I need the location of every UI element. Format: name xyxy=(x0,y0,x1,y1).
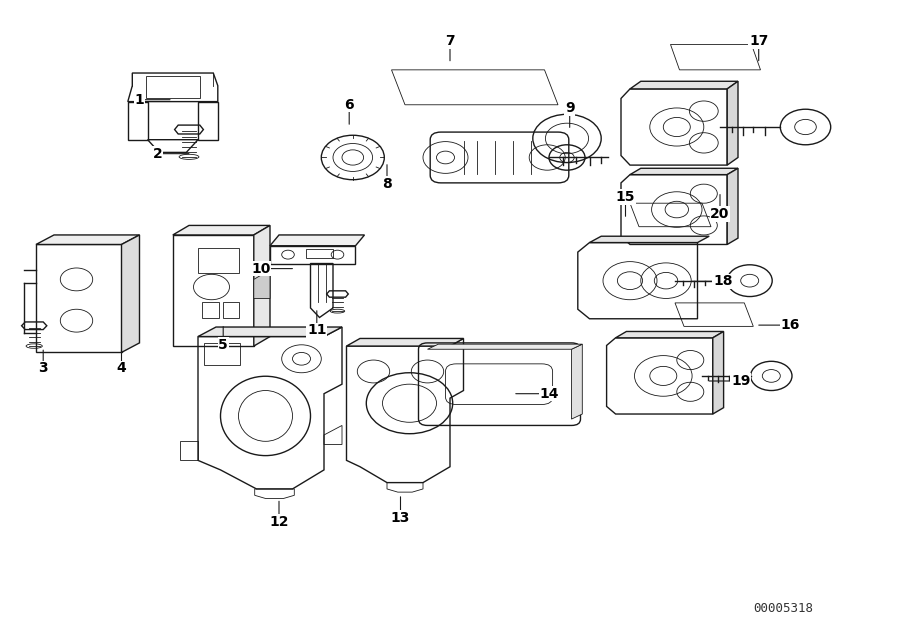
Text: 13: 13 xyxy=(391,511,410,525)
Text: 6: 6 xyxy=(345,98,354,112)
Text: 8: 8 xyxy=(382,177,392,191)
Polygon shape xyxy=(122,235,140,352)
Text: 3: 3 xyxy=(39,361,48,375)
Bar xyxy=(223,302,239,318)
Text: 9: 9 xyxy=(565,101,574,115)
Text: 10: 10 xyxy=(251,262,271,276)
Text: 1: 1 xyxy=(135,93,144,107)
Text: 14: 14 xyxy=(539,387,559,401)
Bar xyxy=(198,248,238,273)
Text: 12: 12 xyxy=(269,515,289,529)
Polygon shape xyxy=(727,168,738,244)
Bar xyxy=(146,76,200,98)
Polygon shape xyxy=(727,81,738,165)
Bar xyxy=(306,249,333,258)
Text: 19: 19 xyxy=(731,374,751,388)
Polygon shape xyxy=(572,344,582,419)
Text: 17: 17 xyxy=(749,34,769,48)
Polygon shape xyxy=(254,225,270,346)
Text: 15: 15 xyxy=(616,190,635,204)
Polygon shape xyxy=(428,344,582,349)
Polygon shape xyxy=(630,168,738,175)
Text: 5: 5 xyxy=(219,338,228,352)
Polygon shape xyxy=(630,81,738,89)
Text: 18: 18 xyxy=(713,274,733,288)
Polygon shape xyxy=(713,331,724,414)
Text: 00005318: 00005318 xyxy=(753,602,813,615)
Polygon shape xyxy=(173,225,270,235)
Polygon shape xyxy=(270,235,364,246)
Polygon shape xyxy=(198,327,342,337)
Bar xyxy=(202,302,219,318)
Polygon shape xyxy=(590,236,709,243)
Text: 20: 20 xyxy=(710,207,730,221)
Text: 16: 16 xyxy=(780,318,800,332)
Text: 11: 11 xyxy=(307,323,327,337)
Text: 4: 4 xyxy=(117,361,126,375)
Polygon shape xyxy=(616,331,724,338)
Polygon shape xyxy=(36,235,140,244)
Bar xyxy=(204,343,240,365)
Polygon shape xyxy=(254,270,270,298)
Polygon shape xyxy=(346,338,464,346)
Text: 2: 2 xyxy=(153,147,162,161)
Text: 7: 7 xyxy=(446,34,454,48)
